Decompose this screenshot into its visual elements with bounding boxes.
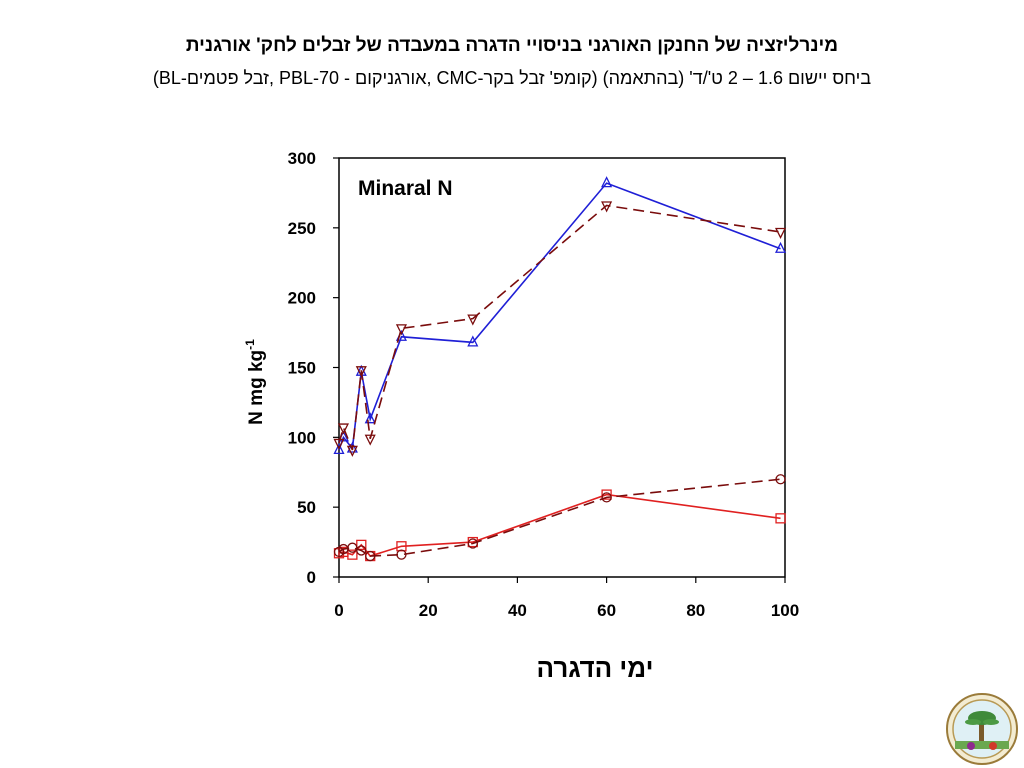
x-tick-label: 80 <box>686 601 705 620</box>
data-point <box>396 549 407 560</box>
series-triangle-up <box>333 176 787 455</box>
y-tick-label: 100 <box>288 428 316 447</box>
data-point <box>337 423 350 435</box>
data-point <box>333 438 345 450</box>
data-point <box>601 489 612 500</box>
series-circle <box>333 474 786 562</box>
x-tick-label: 100 <box>771 601 799 620</box>
data-point <box>356 539 367 551</box>
axis-ticks: 0 20 40 60 80 100 0 50 100 150 200 250 300 <box>288 149 800 620</box>
y-tick-label: 300 <box>288 149 316 168</box>
data-point <box>774 241 787 253</box>
x-tick-label: 20 <box>419 601 438 620</box>
data-point <box>467 538 478 549</box>
x-tick-label: 60 <box>597 601 616 620</box>
series-line <box>338 478 781 557</box>
data-point <box>467 314 479 326</box>
page-subtitle: (BL-זבל פטמים, PBL-70 - אורגניקום, CMC-ק… <box>152 68 872 88</box>
data-point <box>365 550 376 562</box>
data-point <box>364 434 376 446</box>
y-tick-label: 250 <box>288 219 316 238</box>
data-point <box>364 412 376 424</box>
series-line <box>338 493 781 557</box>
data-point <box>347 549 358 560</box>
x-axis-label: ימי הדגרה <box>537 653 654 683</box>
data-point <box>775 474 786 485</box>
x-tick-label: 40 <box>508 601 527 620</box>
y-tick-label: 150 <box>288 359 316 378</box>
data-point <box>601 201 613 213</box>
series-line <box>338 204 781 451</box>
y-axis-label-text: N mg kg <box>246 350 267 425</box>
chart-annotation: Minaral N <box>358 177 453 200</box>
institute-seal-icon <box>946 693 1018 765</box>
y-tick-label: 200 <box>288 289 316 308</box>
series-layer <box>333 176 787 562</box>
data-point <box>467 335 479 347</box>
y-tick-label: 0 <box>307 568 316 587</box>
page-title: מינרליזציה של החנקן האורגני בניסויי הדגר… <box>185 35 839 56</box>
y-tick-label: 50 <box>297 498 316 517</box>
plot-frame <box>338 157 786 578</box>
y-axis-label: N mg kg-1 <box>243 339 267 425</box>
data-point <box>395 324 407 336</box>
data-point <box>774 227 787 239</box>
data-point <box>775 513 786 524</box>
data-point <box>346 445 358 457</box>
data-point <box>347 542 358 553</box>
data-point <box>346 441 358 453</box>
data-point <box>356 545 367 556</box>
series-line <box>338 182 781 451</box>
data-point <box>333 442 345 455</box>
y-axis-label-superscript: -1 <box>243 339 257 350</box>
data-point <box>355 366 367 378</box>
data-point <box>601 492 612 503</box>
x-tick-label: 0 <box>334 601 343 620</box>
series-triangle-down <box>333 201 787 457</box>
data-point <box>601 176 613 188</box>
